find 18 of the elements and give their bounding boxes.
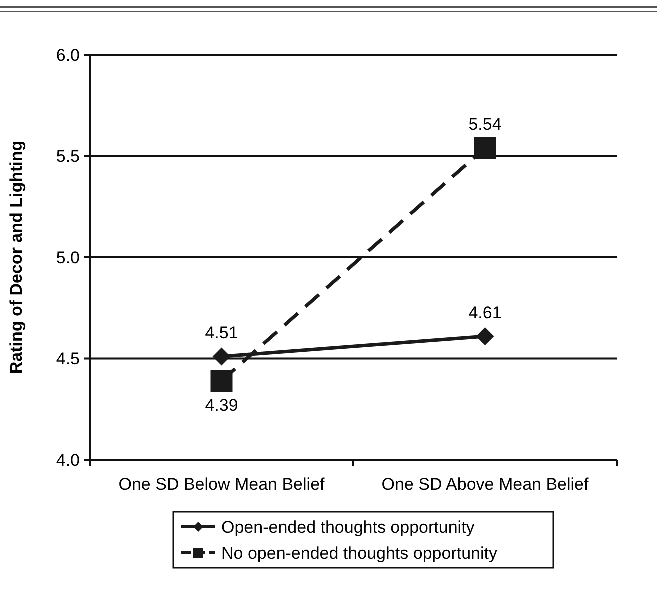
x-tick-label: One SD Below Mean Belief <box>118 475 326 494</box>
y-tick-label: 5.0 <box>56 248 80 268</box>
data-label: 4.51 <box>205 324 238 343</box>
y-tick-label: 4.5 <box>56 350 80 369</box>
y-tick-label: 4.0 <box>56 450 80 470</box>
y-tick-label: 6.0 <box>56 46 80 65</box>
data-label: 4.39 <box>205 396 238 416</box>
point <box>212 348 231 366</box>
legend-label: No open-ended thoughts opportunity <box>222 544 498 563</box>
data-label: 4.61 <box>468 303 502 322</box>
point <box>474 137 496 160</box>
data-label: 5.54 <box>468 115 502 134</box>
y-tick-label: 5.5 <box>56 147 80 166</box>
y-axis-title: Rating of Decor and Lighting <box>7 140 26 374</box>
point <box>210 370 233 392</box>
point <box>476 327 494 346</box>
x-tick-label: One SD Above Mean Belief <box>382 475 589 494</box>
legend-label: Open-ended thoughts opportunity <box>222 518 476 537</box>
